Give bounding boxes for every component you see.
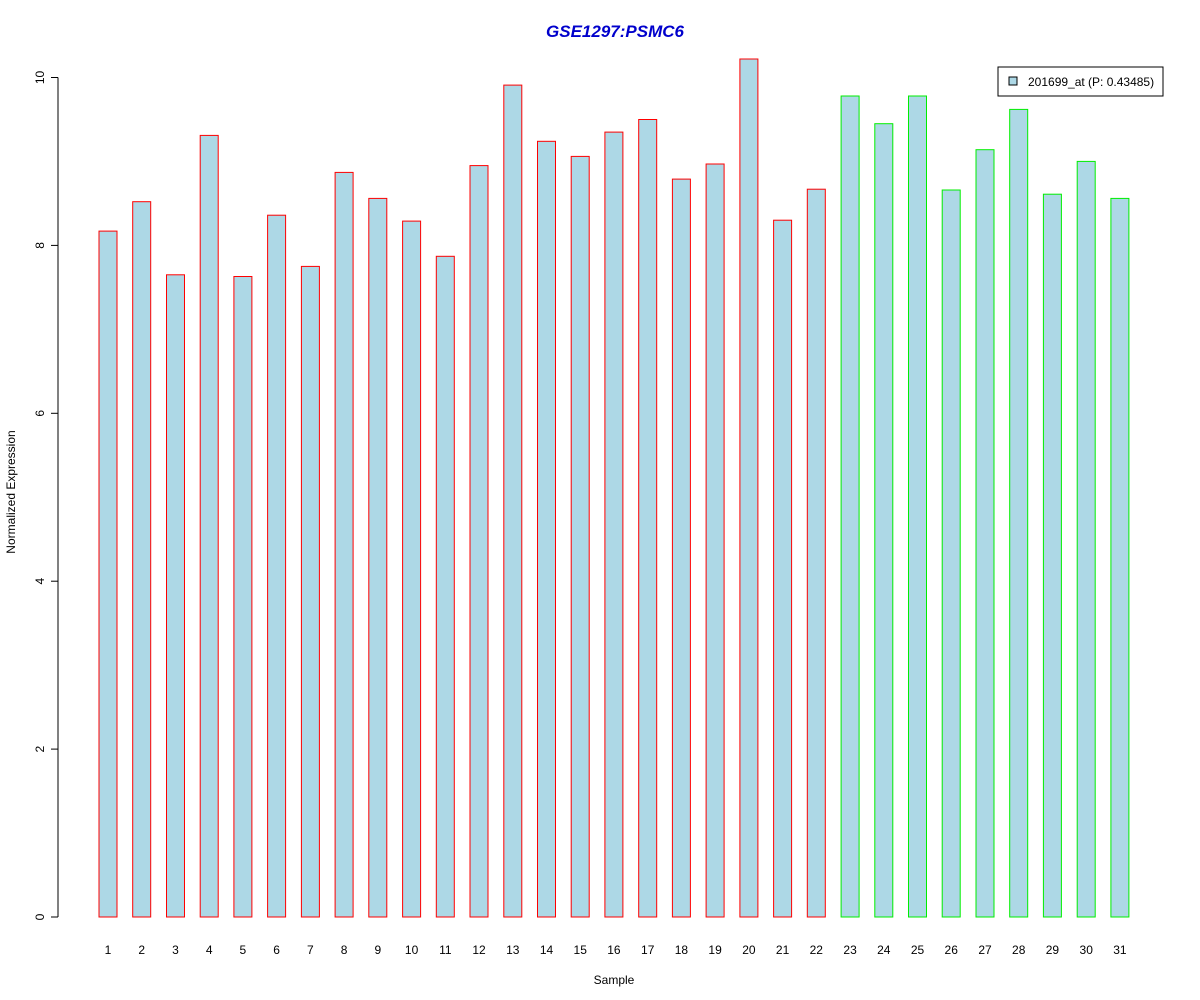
x-tick-label: 9 [374, 943, 381, 957]
x-tick-label: 10 [405, 943, 419, 957]
x-tick-label: 23 [843, 943, 857, 957]
x-tick-label: 5 [240, 943, 247, 957]
x-tick-label: 12 [472, 943, 486, 957]
bars-group [98, 58, 1130, 918]
bar [199, 134, 219, 918]
x-tick-label: 11 [439, 943, 452, 957]
bar [233, 276, 253, 918]
x-axis-label: Sample [594, 973, 635, 987]
x-tick-labels: 1 2 3 4 5 6 7 8 9 10 11 12 13 14 15 16 17 18 19 20 21 22 23 24 2… [105, 943, 1127, 957]
x-tick-label: 28 [1012, 943, 1026, 957]
x-tick-label: 7 [307, 943, 314, 957]
bar [267, 214, 287, 918]
bar [671, 178, 691, 918]
bar [98, 230, 118, 918]
chart-title: GSE1297:PSMC6 [546, 22, 684, 41]
y-tick-label: 2 [33, 745, 47, 752]
x-tick-label: 13 [506, 943, 520, 957]
x-tick-label: 29 [1046, 943, 1060, 957]
bar [840, 95, 860, 918]
x-tick-label: 18 [675, 943, 689, 957]
bar [1110, 197, 1130, 918]
bar [638, 119, 658, 918]
x-tick-label: 24 [877, 943, 891, 957]
bar [503, 84, 523, 918]
bar [941, 189, 961, 918]
bar [132, 201, 152, 918]
bar [402, 220, 422, 918]
bar [1042, 193, 1062, 918]
x-tick-label: 3 [172, 943, 179, 957]
x-tick-label: 26 [945, 943, 959, 957]
x-tick-label: 8 [341, 943, 348, 957]
x-tick-label: 25 [911, 943, 925, 957]
legend-label: 201699_at (P: 0.43485) [1028, 75, 1154, 89]
x-tick-label: 4 [206, 943, 213, 957]
bar [570, 155, 590, 918]
bar [166, 274, 185, 918]
bar [1009, 108, 1029, 918]
y-tick-label: 8 [33, 242, 47, 249]
x-tick-label: 21 [776, 943, 790, 957]
x-tick-label: 27 [978, 943, 992, 957]
legend-swatch [1008, 76, 1018, 86]
y-tick-label: 4 [33, 578, 47, 585]
x-tick-label: 22 [810, 943, 824, 957]
bar [537, 140, 556, 918]
bar [806, 188, 826, 918]
bar [739, 58, 759, 918]
bar [334, 171, 354, 918]
bar [1076, 160, 1096, 918]
y-axis-label: Normalized Expression [4, 430, 18, 553]
legend: 201699_at (P: 0.43485) [997, 66, 1164, 97]
x-tick-label: 1 [105, 943, 112, 957]
bar [435, 255, 455, 918]
bar [604, 131, 624, 918]
y-axis: 0 2 4 6 8 10 [33, 71, 59, 920]
x-tick-label: 16 [607, 943, 621, 957]
x-tick-label: 31 [1113, 943, 1127, 957]
x-tick-label: 19 [708, 943, 722, 957]
legend-box [997, 66, 1164, 97]
x-tick-label: 30 [1080, 943, 1094, 957]
bar [908, 95, 927, 918]
x-tick-label: 2 [138, 943, 145, 957]
x-tick-label: 17 [641, 943, 655, 957]
x-tick-label: 6 [273, 943, 280, 957]
x-tick-label: 20 [742, 943, 756, 957]
bar [300, 265, 320, 918]
y-tick-label: 6 [33, 410, 47, 417]
x-tick-label: 14 [540, 943, 554, 957]
bar [975, 149, 995, 918]
x-tick-label: 15 [574, 943, 588, 957]
bar [368, 197, 388, 918]
y-tick-label: 10 [33, 71, 47, 85]
bar [773, 219, 793, 918]
bar [469, 165, 489, 918]
bar [874, 123, 894, 918]
bar [705, 163, 725, 918]
y-tick-label: 0 [33, 913, 47, 920]
